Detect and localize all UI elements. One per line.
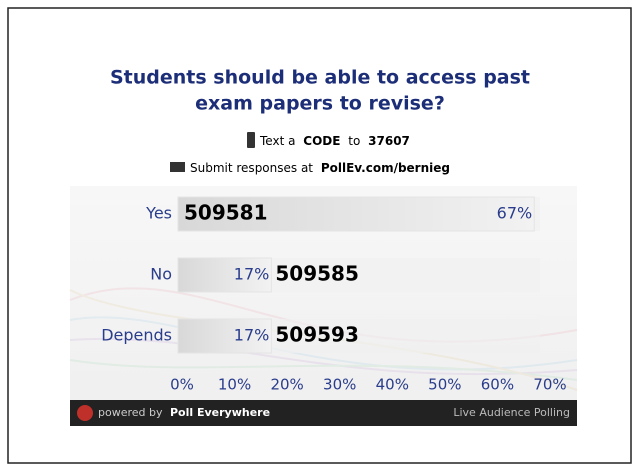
x-tick-label: 40% <box>376 376 409 394</box>
plot: 0% 10% 20% 30% 40% 50% 60% 70% Yes 67% 509581 No 17%… <box>70 186 577 400</box>
text-instruction: Text a CODE to 37607 <box>259 134 410 148</box>
phone-number: 37607 <box>368 134 410 148</box>
text-part: Submit responses at <box>190 161 313 175</box>
response-code: 509581 <box>184 201 268 225</box>
x-tick-label: 70% <box>533 376 566 394</box>
poll-url: PollEv.com/bernieg <box>321 161 450 175</box>
text-part: Text a <box>259 134 295 148</box>
text-part: to <box>348 134 360 148</box>
laptop-icon <box>170 162 185 172</box>
title-line: exam papers to revise? <box>195 93 445 115</box>
footer-brand: Poll Everywhere <box>170 406 270 419</box>
value-label: 17% <box>234 326 270 345</box>
logo <box>77 405 93 421</box>
phone-icon <box>247 132 255 148</box>
footer-text: powered by <box>98 406 163 419</box>
category-label: No <box>150 265 172 284</box>
category-label: Yes <box>145 204 172 223</box>
value-label: 17% <box>234 265 270 284</box>
response-code: 509593 <box>275 323 359 347</box>
x-tick-label: 20% <box>270 376 303 394</box>
value-label: 67% <box>497 204 533 223</box>
slide: Students should be able to access past e… <box>0 0 639 471</box>
category-label: Depends <box>101 326 172 345</box>
code-word: CODE <box>303 134 340 148</box>
footer-right: Live Audience Polling <box>453 406 570 419</box>
title-line: Students should be able to access past <box>110 67 530 89</box>
web-instruction: Submit responses at PollEv.com/bernieg <box>190 161 450 175</box>
x-tick-label: 50% <box>428 376 461 394</box>
response-code: 509585 <box>275 262 359 286</box>
x-tick-label: 60% <box>481 376 514 394</box>
footer-left: powered by Poll Everywhere <box>98 406 270 419</box>
x-tick-label: 0% <box>170 376 194 394</box>
x-tick-label: 10% <box>218 376 251 394</box>
x-tick-label: 30% <box>323 376 356 394</box>
